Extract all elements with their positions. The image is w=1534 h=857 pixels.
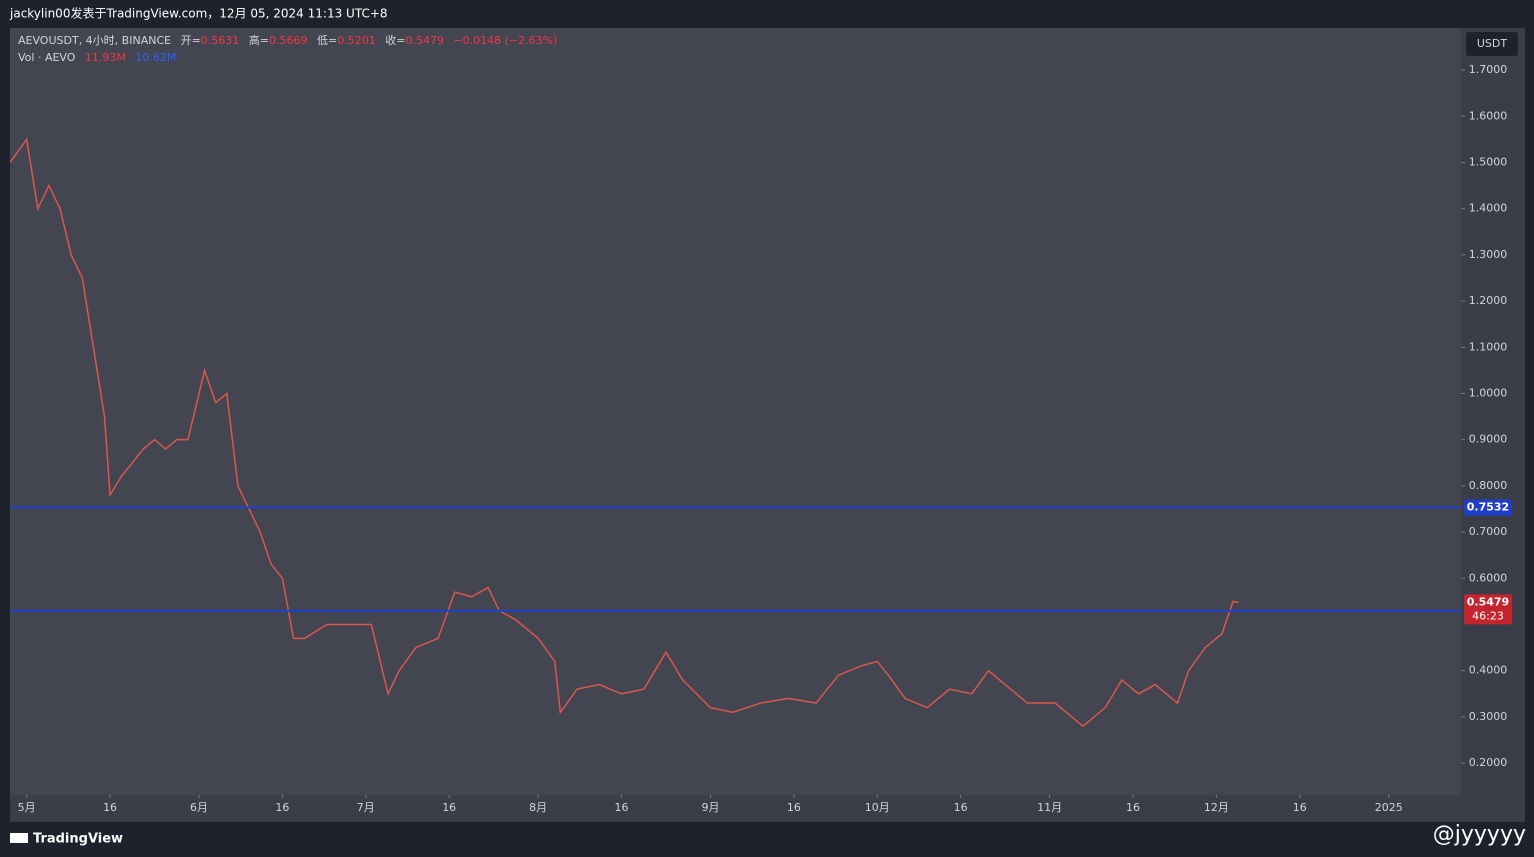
- x-tick-label: 7月: [357, 801, 375, 814]
- x-tick-label: 9月: [701, 801, 719, 814]
- y-tick-label: 1.5000: [1469, 155, 1508, 168]
- price-tag: [1464, 499, 1512, 516]
- legend-symbol: AEVOUSDT, 4小时, BINANCE: [18, 34, 171, 47]
- x-tick-label: 16: [615, 801, 629, 814]
- vol-label: Vol · AEVO: [18, 51, 76, 64]
- brand: TradingView: [33, 832, 123, 847]
- legend-high: 0.5669: [269, 34, 308, 47]
- legend-open-label: 开=: [181, 34, 201, 47]
- y-tick-label: 0.8000: [1469, 479, 1508, 492]
- y-tick-label: 1.7000: [1469, 63, 1508, 76]
- x-tick-label: 11月: [1037, 801, 1062, 814]
- vol2: 10.62M: [135, 51, 176, 64]
- legend-open: 0.5631: [201, 34, 240, 47]
- price-line: [9, 137, 1239, 728]
- x-tick-label: 16: [103, 801, 117, 814]
- legend-line: AEVOUSDT, 4小时, BINANCE 开=0.5631 高=0.5669…: [18, 33, 557, 47]
- currency-button[interactable]: [1466, 32, 1518, 56]
- x-tick-label: 8月: [529, 801, 547, 814]
- x-tick-label: 6月: [190, 801, 208, 814]
- vol-line: Vol · AEVO 11.93M 10.62M: [18, 51, 176, 64]
- x-tick-label: 16: [442, 801, 456, 814]
- last-price-tag: [1464, 594, 1512, 625]
- legend-low: 0.5201: [337, 34, 376, 47]
- legend-high-label: 高=: [249, 33, 269, 47]
- x-tick-label: 16: [1293, 801, 1307, 814]
- y-tick-label: 1.6000: [1469, 109, 1508, 122]
- x-tick-label: 5月: [18, 801, 36, 814]
- y-tick-label: 1.0000: [1469, 386, 1508, 399]
- handle: @jyyyyy: [1433, 822, 1526, 847]
- y-tick-label: 1.4000: [1469, 202, 1508, 215]
- header-title: jackylin00发表于TradingView.com，12月 05, 202…: [9, 6, 388, 21]
- legend-change: −0.0148 (−2.63%): [453, 34, 557, 47]
- legend-close-label: 收=: [385, 33, 405, 47]
- x-tick-label: 16: [275, 801, 289, 814]
- x-tick-label: 16: [1126, 801, 1140, 814]
- y-tick-label: 1.3000: [1469, 248, 1508, 261]
- last-price-label: 0.5479: [1467, 595, 1509, 608]
- y-tick-label: 0.6000: [1469, 571, 1508, 584]
- y-tick-label: 0.9000: [1469, 433, 1508, 446]
- y-tick-label: 0.3000: [1469, 710, 1508, 723]
- y-tick-label: 0.7000: [1469, 525, 1508, 538]
- plot-area: [10, 28, 1461, 795]
- countdown: 46:23: [1472, 609, 1504, 622]
- price-tag-label: 0.7532: [1467, 501, 1509, 514]
- y-tick-label: 1.1000: [1469, 340, 1508, 353]
- logo: [10, 833, 28, 843]
- x-tick-label: 12月: [1204, 801, 1229, 814]
- x-tick-label: 16: [954, 801, 968, 814]
- legend-low-label: 低=: [317, 34, 337, 47]
- x-tick-label: 16: [787, 801, 801, 814]
- vol1: 11.93M: [85, 51, 126, 64]
- x-tick-label: 2025: [1375, 801, 1403, 814]
- x-tick-label: 10月: [865, 801, 890, 814]
- y-tick-label: 0.2000: [1469, 756, 1508, 769]
- y-tick-label: 1.2000: [1469, 294, 1508, 307]
- time-axis: [10, 795, 1525, 822]
- price-axis: [1461, 28, 1525, 795]
- currency[interactable]: USDT: [1477, 37, 1508, 50]
- legend-close: 0.5479: [405, 34, 444, 47]
- y-tick-label: 0.4000: [1469, 664, 1508, 677]
